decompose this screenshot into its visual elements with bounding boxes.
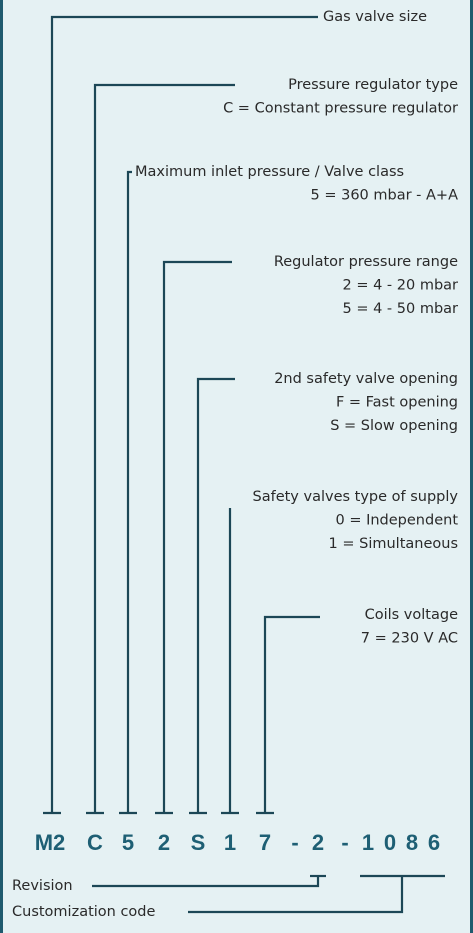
leader-line [50,15,318,813]
code-char: 6 [428,830,440,855]
code-char: 1 [362,830,374,855]
leader-line [126,170,132,813]
code-char: 0 [384,830,396,855]
bottom-label: Revision [12,878,73,894]
callout-line: 7 = 230 V AC [361,631,458,647]
leader-line [188,876,404,914]
leader-line [93,83,235,813]
callout-line: C = Constant pressure regulator [223,101,458,117]
callout-title: Gas valve size [323,9,427,25]
code-char: 2 [312,830,324,855]
callout-title: Coils voltage [365,607,458,623]
leader-line [162,260,232,813]
leader-line [263,615,320,813]
code-char: C [87,830,103,855]
callout-title: Safety valves type of supply [253,489,459,505]
callout-line: 1 = Simultaneous [329,536,458,552]
code-char: 8 [406,830,418,855]
callout-title: Regulator pressure range [274,254,458,270]
callout-line: F = Fast opening [336,395,458,411]
leader-line [196,377,235,813]
code-char: M2 [35,830,66,855]
callout-line: 5 = 360 mbar - A+A [311,188,459,204]
code-char: 1 [224,830,236,855]
code-char: 7 [259,830,271,855]
callout-line: 5 = 4 - 50 mbar [342,301,458,317]
callout-line: 2 = 4 - 20 mbar [342,278,458,294]
code-char: - [341,830,348,855]
code-char: - [291,830,298,855]
bottom-label: Customization code [12,904,156,920]
code-char: S [191,830,206,855]
leader-line [92,876,320,888]
callout-line: 0 = Independent [336,513,459,529]
callout-title: Maximum inlet pressure / Valve class [135,164,404,180]
callout-title: 2nd safety valve opening [274,371,458,387]
code-char: 5 [122,830,134,855]
callout-title: Pressure regulator type [288,77,458,93]
code-char: 2 [158,830,170,855]
callout-line: S = Slow opening [330,418,458,434]
